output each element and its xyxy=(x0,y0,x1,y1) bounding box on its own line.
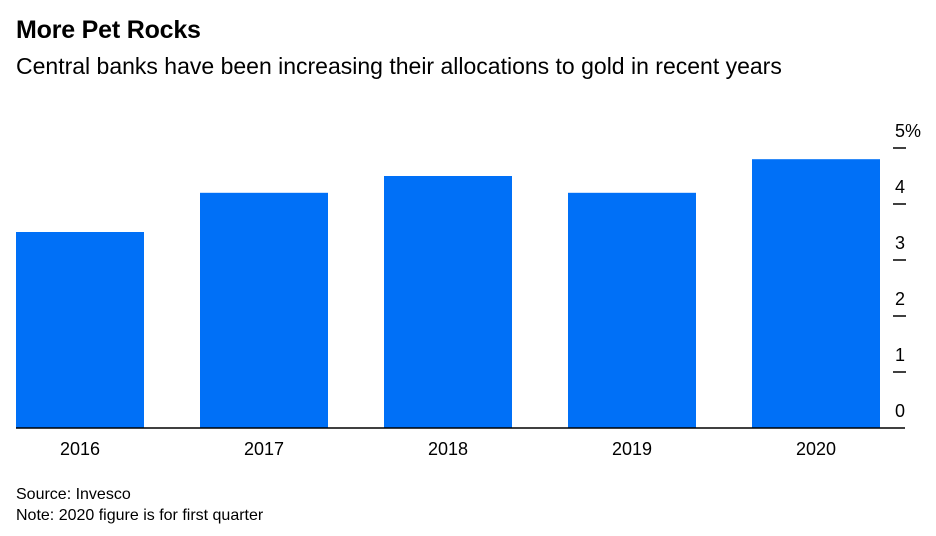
bar-chart: 2016 2017 2018 2019 2020 0 1 2 3 4 5% xyxy=(16,121,921,459)
bars-group xyxy=(16,159,880,428)
x-tick-label: 2017 xyxy=(244,439,284,459)
x-tick-label: 2016 xyxy=(60,439,100,459)
y-tick-label: 4 xyxy=(895,177,905,197)
bar-2020 xyxy=(752,159,880,428)
y-tick-label: 2 xyxy=(895,289,905,309)
x-tick-labels: 2016 2017 2018 2019 2020 xyxy=(60,439,836,459)
y-tick-label: 3 xyxy=(895,233,905,253)
x-tick-label: 2020 xyxy=(796,439,836,459)
bar-2017 xyxy=(200,192,328,428)
chart-subtitle: Central banks have been increasing their… xyxy=(16,53,782,79)
x-tick-label: 2019 xyxy=(612,439,652,459)
footnote: Note: 2020 figure is for first quarter xyxy=(16,507,264,524)
y-tick-label: 0 xyxy=(895,401,905,421)
bar-2019 xyxy=(568,192,696,428)
chart-title: More Pet Rocks xyxy=(16,16,201,44)
bar-2018 xyxy=(384,176,512,428)
y-axis: 0 1 2 3 4 5% xyxy=(893,121,921,421)
bar-2016 xyxy=(16,232,144,428)
y-tick-label: 5% xyxy=(895,121,921,141)
y-tick-label: 1 xyxy=(895,345,905,365)
x-tick-label: 2018 xyxy=(428,439,468,459)
source-note: Source: Invesco xyxy=(16,486,131,503)
